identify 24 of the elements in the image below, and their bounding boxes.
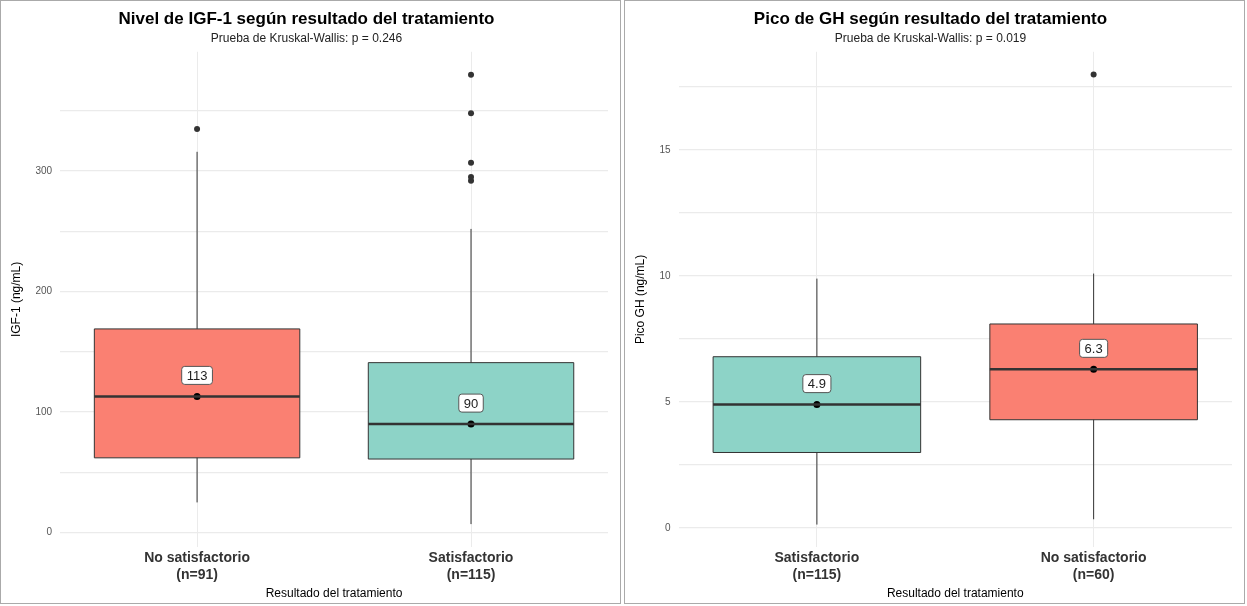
x-axis-title: Resultado del tratamiento <box>265 586 403 601</box>
x-tick-label: No satisfactorio (n=91) <box>144 549 250 583</box>
y-tick-label: 5 <box>664 395 671 407</box>
y-tick-label: 15 <box>659 143 671 155</box>
y-tick-label: 100 <box>35 405 53 417</box>
x-tick-label: Satisfactorio (n=115) <box>428 549 514 583</box>
x-tick-label: Satisfactorio (n=115) <box>774 549 860 583</box>
y-axis-title: Pico GH (ng/mL) <box>632 254 647 345</box>
data-label: 6.3 <box>1084 340 1103 356</box>
chart-subtitle: Prueba de Kruskal-Wallis: p = 0.246 <box>210 30 403 45</box>
data-label: 113 <box>186 367 208 383</box>
y-tick-label: 10 <box>659 269 671 281</box>
x-tick-label: No satisfactorio (n=60) <box>1040 549 1147 583</box>
chart-title: Pico de GH según resultado del tratamiento <box>753 8 1108 28</box>
x-axis-title: Resultado del tratamiento <box>886 586 1024 601</box>
y-tick-label: 300 <box>35 164 53 176</box>
data-label: 90 <box>463 395 479 411</box>
y-tick-label: 0 <box>46 526 53 538</box>
y-tick-label: 200 <box>35 285 53 297</box>
chart-title: Nivel de IGF-1 según resultado del tratamiento <box>118 8 495 28</box>
chart-subtitle: Prueba de Kruskal-Wallis: p = 0.019 <box>834 30 1027 45</box>
data-label: 4.9 <box>807 376 826 392</box>
y-tick-label: 0 <box>664 521 671 533</box>
y-axis-title: IGF-1 (ng/mL) <box>8 261 23 338</box>
